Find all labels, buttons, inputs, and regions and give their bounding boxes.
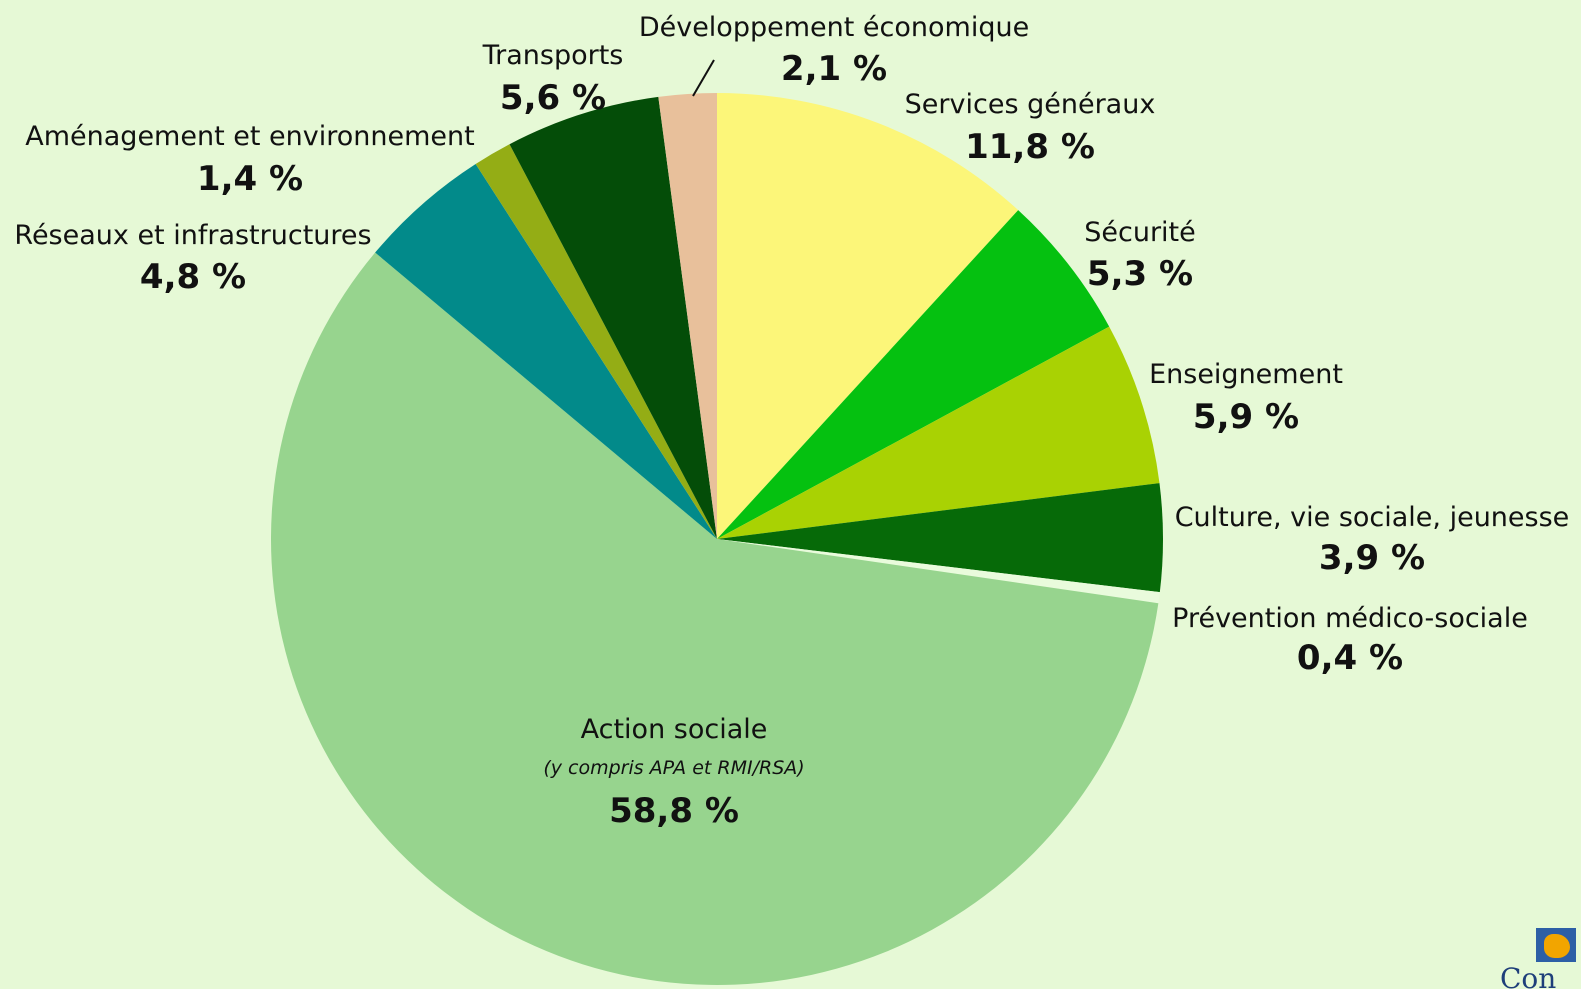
note-action-sociale: (y compris APA et RMI/RSA): [543, 757, 804, 779]
value-developpement-economique: 2,1 %: [781, 49, 887, 89]
label-enseignement: Enseignement: [1149, 359, 1343, 390]
value-services-generaux: 11,8 %: [965, 127, 1095, 167]
label-culture-vie-sociale-jeunesse: Culture, vie sociale, jeunesse: [1175, 502, 1570, 533]
label-prevention-medico-sociale: Prévention médico-sociale: [1172, 603, 1528, 634]
leader-line-developpement-economique: [692, 59, 715, 97]
publisher-logo: Con: [1500, 928, 1581, 989]
value-enseignement: 5,9 %: [1193, 397, 1299, 437]
value-reseaux-et-infrastructures: 4,8 %: [140, 257, 246, 297]
pie-slices: [270, 92, 1164, 986]
logo-text: Con: [1500, 962, 1557, 989]
label-amenagement-et-environnement: Aménagement et environnement: [25, 121, 474, 152]
value-securite: 5,3 %: [1087, 254, 1193, 294]
value-culture-vie-sociale-jeunesse: 3,9 %: [1319, 538, 1425, 578]
value-action-sociale: 58,8 %: [609, 791, 739, 831]
slice-securite: [717, 210, 1110, 539]
slice-culture-vie-sociale-jeunesse: [717, 483, 1164, 593]
label-developpement-economique: Développement économique: [639, 12, 1029, 43]
value-amenagement-et-environnement: 1,4 %: [197, 159, 303, 199]
slice-prevention-medico-sociale: [717, 539, 1160, 604]
pie-labels: Services généraux 11,8 % Sécurité 5,3 % …: [14, 12, 1569, 831]
slice-amenagement-et-environnement: [475, 144, 717, 539]
value-transports: 5,6 %: [500, 78, 606, 118]
label-securite: Sécurité: [1084, 217, 1196, 248]
slice-transports: [509, 96, 717, 539]
slice-action-sociale: [270, 252, 1159, 986]
label-services-generaux: Services généraux: [905, 89, 1156, 120]
logo-mark-icon: [1536, 928, 1576, 962]
slice-reseaux-et-infrastructures: [375, 163, 717, 539]
value-prevention-medico-sociale: 0,4 %: [1297, 638, 1403, 678]
slice-services-generaux: [717, 92, 1019, 539]
label-reseaux-et-infrastructures: Réseaux et infrastructures: [14, 220, 371, 251]
label-action-sociale: Action sociale: [581, 714, 768, 745]
slice-developpement-economique: [658, 93, 717, 539]
label-transports: Transports: [482, 40, 624, 71]
slice-enseignement: [717, 326, 1160, 539]
